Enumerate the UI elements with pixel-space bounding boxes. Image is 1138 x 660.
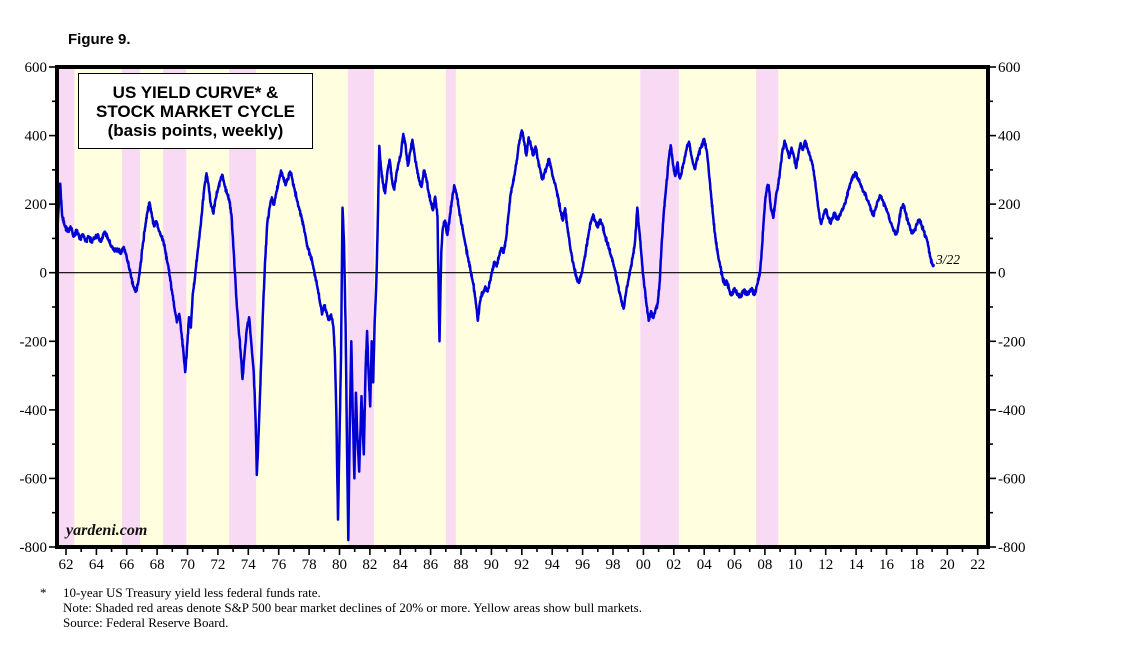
- x-tick-label: 96: [575, 557, 591, 573]
- y-tick-label-left: -400: [20, 403, 48, 419]
- x-tick-label: 06: [727, 557, 743, 573]
- yardeni-watermark: yardeni.com: [66, 522, 148, 539]
- x-tick-label: 10: [788, 557, 803, 573]
- x-tick-label: 92: [514, 557, 529, 573]
- x-tick-label: 14: [849, 557, 865, 573]
- x-tick-label: 00: [636, 557, 651, 573]
- x-tick-label: 86: [423, 557, 439, 573]
- bear-market-band: [445, 67, 456, 547]
- y-tick-label-right: -200: [998, 334, 1026, 350]
- y-tick-label-left: 200: [25, 197, 48, 213]
- x-tick-label: 66: [119, 557, 135, 573]
- x-tick-label: 18: [909, 557, 924, 573]
- x-tick-label: 02: [666, 557, 681, 573]
- x-tick-label: 12: [818, 557, 833, 573]
- y-tick-label-right: 200: [998, 197, 1021, 213]
- bear-market-band: [756, 67, 779, 547]
- plot-frame: [55, 65, 990, 549]
- x-tick-label: 22: [970, 557, 985, 573]
- yield-spread-line: [56, 129, 935, 542]
- x-tick-label: 64: [89, 557, 105, 573]
- y-tick-label-right: 400: [998, 129, 1021, 145]
- figure-label: Figure 9.: [68, 31, 131, 48]
- x-tick-label: 62: [59, 557, 74, 573]
- x-tick-label: 04: [697, 557, 713, 573]
- y-tick-label-right: -600: [998, 471, 1026, 487]
- x-tick-label: 20: [940, 557, 955, 573]
- x-tick-label: 16: [879, 557, 895, 573]
- y-tick-label-left: -600: [20, 471, 48, 487]
- x-tick-label: 74: [241, 557, 257, 573]
- chart-title-line3: (basis points, weekly): [107, 120, 284, 140]
- footnotes: * 10-year US Treasury yield less federal …: [40, 585, 642, 631]
- x-tick-label: 82: [362, 557, 377, 573]
- chart-title-line1: US YIELD CURVE* &: [112, 82, 279, 102]
- footnote-note: Note: Shaded red areas denote S&P 500 be…: [63, 600, 642, 616]
- x-tick-label: 94: [545, 557, 561, 573]
- x-tick-label: 90: [484, 557, 499, 573]
- bear-market-band: [58, 67, 75, 547]
- y-tick-label-left: 600: [25, 60, 48, 76]
- y-tick-label-right: -400: [998, 403, 1026, 419]
- last-point-date-label: 3/22: [936, 252, 961, 267]
- x-tick-label: 76: [271, 557, 287, 573]
- x-tick-label: 80: [332, 557, 347, 573]
- chart-title-line2: STOCK MARKET CYCLE: [96, 101, 295, 121]
- x-tick-label: 88: [454, 557, 469, 573]
- x-tick-label: 72: [210, 557, 225, 573]
- y-tick-label-left: -200: [20, 334, 48, 350]
- y-tick-label-left: 0: [40, 266, 48, 282]
- bear-market-band: [121, 67, 141, 547]
- footnote-definition: * 10-year US Treasury yield less federal …: [40, 585, 642, 600]
- bear-market-band: [347, 67, 375, 547]
- footnote-source: Source: Federal Reserve Board.: [63, 615, 229, 631]
- y-tick-label-right: -800: [998, 540, 1026, 556]
- y-tick-label-left: -800: [20, 540, 48, 556]
- x-tick-label: 84: [393, 557, 409, 573]
- footnote-definition-text: 10-year US Treasury yield less federal f…: [63, 585, 321, 600]
- x-tick-label: 70: [180, 557, 195, 573]
- y-tick-label-right: 600: [998, 60, 1021, 76]
- chart-title-box: US YIELD CURVE* & STOCK MARKET CYCLE (ba…: [78, 73, 313, 149]
- x-tick-label: 98: [606, 557, 621, 573]
- x-tick-label: 68: [150, 557, 165, 573]
- x-axis: 62 64 66 68 70 72 74 76 78 80 82 84 86 88 90 92 94 96 98 00…: [59, 547, 985, 573]
- y-tick-label-right: 0: [998, 266, 1006, 282]
- footnote-asterisk: *: [40, 585, 47, 600]
- x-tick-label: 08: [757, 557, 772, 573]
- x-tick-label: 78: [302, 557, 317, 573]
- y-tick-label-left: 400: [25, 129, 48, 145]
